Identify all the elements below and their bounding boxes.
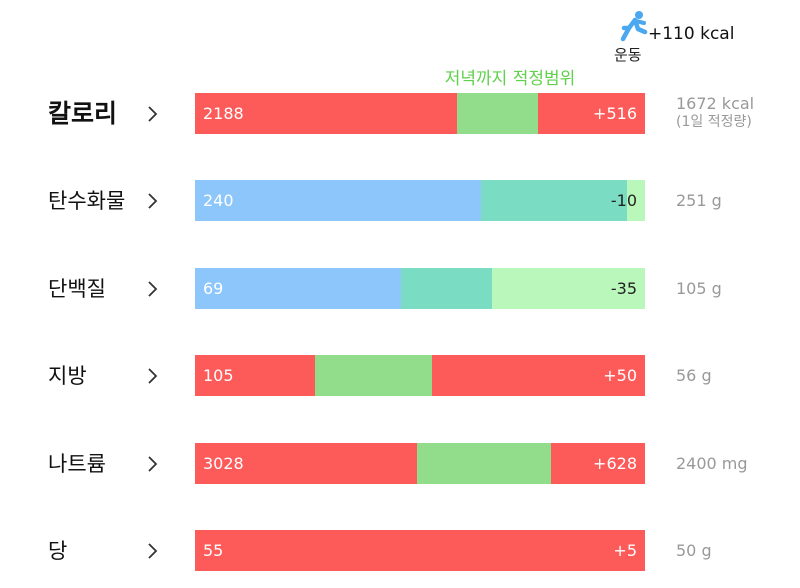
target-value: 2400 mg [676,454,748,473]
target-note: (1일 적정량) [676,114,752,130]
sugar-bar: 55 +5 [195,530,645,571]
bar-range-segment [315,355,432,396]
nutrient-row-protein[interactable]: 단백질 69 -35 105 g [0,268,800,310]
running-icon [620,11,648,42]
bar-intake-segment [195,93,457,134]
bar-value: 240 [203,191,234,210]
bar-value: 3028 [203,454,244,473]
target-value: 56 g [676,366,712,385]
bar-over-segment [432,355,645,396]
nutrient-name: 칼로리 [48,99,118,128]
target-value: 251 g [676,191,722,210]
bar-intake-segment [195,530,645,571]
bar-intake-segment [195,268,401,309]
bar-range-segment [417,443,551,484]
target-value: 105 g [676,279,722,298]
bar-range-segment [481,180,627,221]
target-value: 50 g [676,541,712,560]
chevron-right-icon[interactable] [140,101,166,127]
bar-value: 55 [203,541,224,560]
exercise-label: 운동 [614,46,642,64]
bar-value: 69 [203,279,224,298]
bar-range-segment [457,93,538,134]
exercise-kcal: +110 kcal [648,24,735,44]
bar-diff: +628 [593,454,637,473]
bar-range-segment [401,268,492,309]
fat-bar: 105 +50 [195,355,645,396]
range-label: 저녁까지 적정범위 [444,69,576,89]
target-amount: 1672 kcal (1일 적정량) [676,95,754,131]
chevron-right-icon[interactable] [140,188,166,214]
protein-bar: 69 -35 [195,268,645,309]
bar-diff: +5 [613,541,637,560]
nutrient-name: 지방 [48,364,87,388]
bar-intake-segment [195,443,417,484]
bar-value: 2188 [203,104,244,123]
bar-over-segment [551,443,645,484]
nutrient-row-sodium[interactable]: 나트륨 3028 +628 2400 mg [0,443,800,485]
nutrient-row-calorie[interactable]: 칼로리 2188 +516 1672 kcal (1일 적정량) [0,93,800,135]
chevron-right-icon[interactable] [140,451,166,477]
chevron-right-icon[interactable] [140,363,166,389]
bar-over-segment [538,93,645,134]
bar-intake-segment [195,355,315,396]
carbs-bar: 240 -10 [195,180,645,221]
bar-intake-segment [195,180,481,221]
bar-diff: -10 [610,191,637,210]
nutrient-name: 단백질 [48,277,106,301]
chevron-right-icon[interactable] [140,538,166,564]
nutrient-row-sugar[interactable]: 당 55 +5 50 g [0,530,800,572]
chevron-right-icon[interactable] [140,276,166,302]
target-value: 1672 kcal [676,94,755,113]
bar-diff: -35 [610,279,637,298]
nutrient-name: 탄수화물 [48,189,126,213]
bar-diff: +50 [603,366,637,385]
bar-remaining-segment [627,180,645,221]
exercise-indicator: +110 kcal 운동 [612,8,752,64]
bar-diff: +516 [593,104,637,123]
bar-value: 105 [203,366,234,385]
nutrient-row-fat[interactable]: 지방 105 +50 56 g [0,355,800,397]
calorie-bar: 2188 +516 [195,93,645,134]
nutrient-row-carbs[interactable]: 탄수화물 240 -10 251 g [0,180,800,222]
nutrient-name: 나트륨 [48,452,106,476]
nutrient-name: 당 [48,539,68,563]
sodium-bar: 3028 +628 [195,443,645,484]
bar-remaining-segment [492,268,645,309]
